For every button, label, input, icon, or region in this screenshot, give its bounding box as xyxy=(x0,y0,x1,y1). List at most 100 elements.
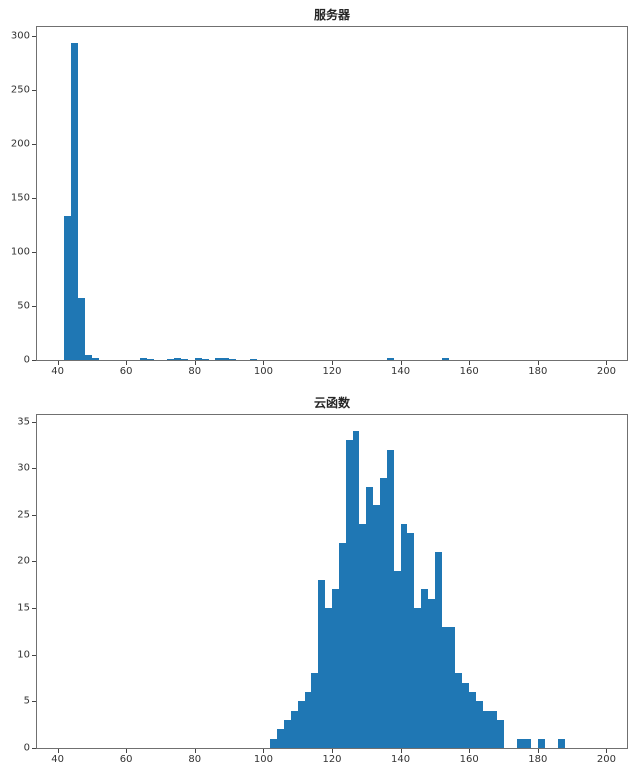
y-axis-tick xyxy=(32,748,36,749)
chart-title-server: 服务器 xyxy=(313,8,350,22)
y-tick-label: 5 xyxy=(23,695,30,707)
x-axis-tick xyxy=(400,749,402,753)
histogram-bar xyxy=(139,357,147,360)
x-tick-label: 180 xyxy=(528,366,548,377)
histogram-bar xyxy=(537,738,545,748)
x-tick-label: 180 xyxy=(528,754,548,765)
histogram-bar xyxy=(297,701,305,748)
x-tick-label: 80 xyxy=(188,366,202,377)
histogram-bar xyxy=(201,358,209,360)
y-axis-tick xyxy=(32,360,36,361)
histogram-bar xyxy=(249,358,257,360)
y-axis-tick xyxy=(32,143,36,145)
histogram-bar xyxy=(393,570,401,748)
histogram-bar xyxy=(283,720,291,748)
histogram-bar xyxy=(78,298,86,360)
histogram-bar xyxy=(476,701,483,748)
x-axis-tick xyxy=(469,749,471,753)
histogram-bar xyxy=(318,580,326,748)
y-axis-tick xyxy=(32,421,36,423)
histogram-bar xyxy=(64,216,72,360)
x-tick-label: 120 xyxy=(322,366,342,377)
x-axis-tick xyxy=(400,361,402,365)
histogram-bar xyxy=(386,449,394,748)
histogram-bar xyxy=(174,357,182,360)
histogram-bar xyxy=(386,357,394,360)
x-axis-tick xyxy=(332,749,333,753)
histogram-bar xyxy=(290,710,298,748)
y-axis-tick xyxy=(32,197,36,199)
y-tick-label: 100 xyxy=(10,246,30,258)
histogram-bar xyxy=(558,738,566,748)
histogram-bar xyxy=(71,43,79,360)
histogram-bar xyxy=(194,357,202,360)
x-axis-tick xyxy=(57,361,59,365)
x-axis-tick xyxy=(537,361,539,365)
histogram-bar xyxy=(277,729,284,748)
x-tick-label: 40 xyxy=(51,366,64,377)
y-axis-tick xyxy=(32,251,36,253)
x-tick-label: 100 xyxy=(253,366,273,377)
histogram-bar xyxy=(338,542,346,748)
x-tick-label: 120 xyxy=(322,754,342,765)
histogram-bar xyxy=(524,738,531,748)
histogram-bar xyxy=(167,358,175,360)
y-axis-tick xyxy=(32,608,36,610)
histogram-bar xyxy=(496,720,504,748)
histogram-bar xyxy=(448,626,456,748)
histogram-bar xyxy=(146,358,154,360)
histogram-bar xyxy=(366,486,374,748)
histogram-bar xyxy=(229,358,236,360)
y-axis-tick xyxy=(32,305,36,307)
histogram-bar xyxy=(304,692,312,748)
histogram-bar xyxy=(359,524,367,748)
y-axis-tick xyxy=(32,468,36,470)
histogram-bar xyxy=(462,682,470,748)
x-tick-label: 40 xyxy=(51,754,64,765)
histogram-bar xyxy=(332,589,339,748)
y-tick-label: 20 xyxy=(17,555,30,567)
x-axis-tick xyxy=(606,361,608,365)
y-tick-label: 0 xyxy=(23,742,30,754)
x-tick-label: 160 xyxy=(459,366,479,377)
histogram-bar xyxy=(270,738,278,748)
histogram-bar xyxy=(181,358,188,360)
y-tick-label: 30 xyxy=(17,462,30,474)
histogram-bar xyxy=(352,430,360,748)
x-tick-label: 140 xyxy=(391,366,411,377)
x-tick-label: 60 xyxy=(119,754,133,765)
y-tick-label: 50 xyxy=(17,300,30,312)
y-tick-label: 250 xyxy=(10,84,30,96)
histogram-bar xyxy=(434,552,442,748)
histogram-bar xyxy=(489,710,497,748)
histogram-server: 服务器 40 60 80 100 120 140 160 180 200 0 50 100 150 200… xyxy=(0,0,640,387)
histogram-cloud-function: 云函数 40 60 80 100 120 140 160 180 200 0 5 10 15 20 25 30… xyxy=(0,388,640,775)
x-axis-tick xyxy=(537,749,539,753)
x-tick-label: 160 xyxy=(459,754,479,765)
chart-title-cloud-function: 云函数 xyxy=(313,396,350,410)
histogram-bar xyxy=(414,608,422,748)
x-axis-tick xyxy=(126,361,128,365)
histogram-bar xyxy=(441,626,449,748)
y-tick-label: 200 xyxy=(10,138,30,150)
histogram-bar xyxy=(85,354,92,360)
histogram-bar xyxy=(222,357,230,360)
x-axis-tick xyxy=(263,361,265,365)
x-tick-label: 200 xyxy=(596,754,616,765)
x-axis-tick xyxy=(469,361,471,365)
histogram-bar xyxy=(373,505,381,748)
y-axis-tick xyxy=(32,701,36,703)
y-axis-tick xyxy=(32,89,36,91)
y-axis-tick xyxy=(32,654,36,656)
x-tick-label: 80 xyxy=(188,754,202,765)
histogram-bar xyxy=(311,673,319,748)
y-tick-label: 300 xyxy=(10,30,30,42)
x-axis-tick xyxy=(57,749,59,753)
x-tick-label: 100 xyxy=(253,754,273,765)
histogram-bar xyxy=(469,692,477,748)
histogram-bar xyxy=(517,738,525,748)
x-tick-label: 60 xyxy=(119,366,133,377)
histogram-bar xyxy=(455,673,463,748)
x-axis-tick xyxy=(194,361,196,365)
